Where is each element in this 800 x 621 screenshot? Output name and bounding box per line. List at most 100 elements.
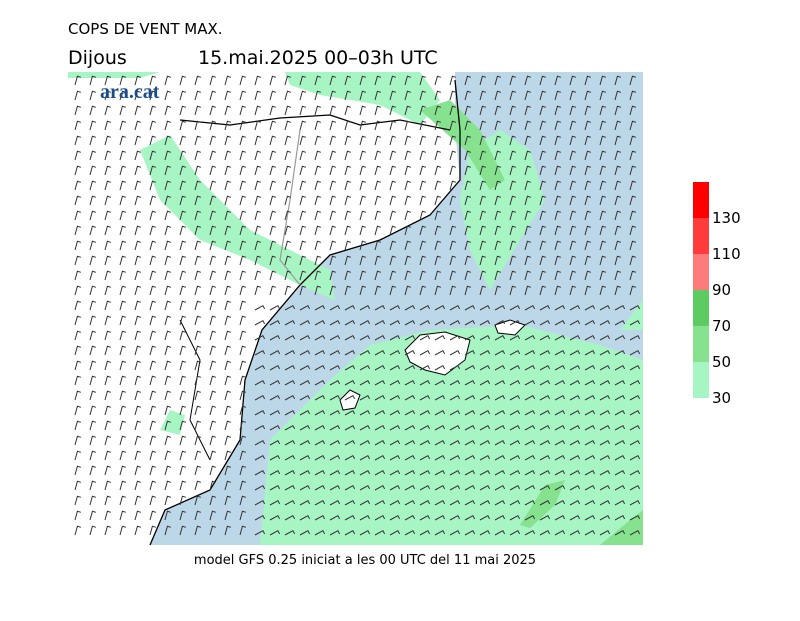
wind-barb: [254, 165, 262, 176]
wind-barb: [179, 120, 187, 131]
wind-barb: [494, 195, 502, 206]
wind-barb: [494, 105, 502, 116]
wind-barb: [254, 285, 262, 296]
wind-barb: [629, 285, 637, 296]
wind-barb: [269, 455, 281, 461]
wind-barb: [614, 470, 626, 476]
wind-barb: [179, 435, 187, 446]
wind-barb: [239, 450, 247, 461]
wind-barb: [209, 495, 217, 506]
wind-barb: [104, 525, 112, 536]
wind-barb: [389, 165, 397, 176]
wind-barb: [404, 365, 416, 371]
wind-barb: [524, 120, 532, 131]
wind-barb: [629, 105, 637, 116]
wind-barb: [479, 195, 487, 206]
wind-barb: [239, 465, 247, 476]
wind-barb: [224, 330, 232, 341]
wind-barb: [104, 135, 112, 146]
wind-barb: [629, 500, 641, 506]
wind-barb: [299, 320, 311, 326]
wind-barb: [74, 90, 82, 101]
wind-barb: [584, 135, 592, 146]
wind-barb: [329, 320, 341, 326]
wind-barb: [74, 405, 82, 416]
wind-barb: [599, 75, 607, 86]
wind-barb: [89, 510, 97, 521]
wind-barb: [524, 485, 536, 491]
wind-barb: [434, 105, 442, 116]
wind-barb: [404, 165, 412, 176]
wind-barb: [284, 90, 292, 101]
wind-barb: [329, 425, 341, 431]
wind-barb: [164, 315, 172, 326]
wind-barb: [419, 365, 431, 371]
wind-barb: [194, 135, 202, 146]
wind-barb: [224, 435, 232, 446]
wind-barb: [254, 455, 266, 461]
wind-barb: [584, 455, 596, 461]
colorbar-label: 90: [712, 281, 731, 299]
wind-barb: [149, 480, 157, 491]
wind-barb: [434, 305, 446, 311]
wind-barb: [554, 350, 566, 356]
wind-barb: [584, 240, 592, 251]
wind-barb: [89, 105, 97, 116]
wind-barb: [194, 525, 202, 536]
wind-barb: [359, 365, 371, 371]
wind-barb: [554, 120, 562, 131]
wind-barb: [464, 285, 472, 296]
wind-barb: [404, 500, 416, 506]
wind-barb: [509, 180, 517, 191]
wind-barb: [284, 485, 296, 491]
wind-barb: [524, 240, 532, 251]
wind-barb: [344, 485, 356, 491]
wind-barb: [239, 180, 247, 191]
wind-barb: [524, 395, 536, 401]
wind-barb: [254, 470, 266, 476]
wind-barb: [434, 180, 442, 191]
wind-barb: [614, 410, 626, 416]
wind-barb: [224, 285, 232, 296]
wind-barb: [629, 320, 641, 326]
wind-barb: [464, 105, 472, 116]
wind-barb: [134, 300, 142, 311]
wind-barb: [434, 210, 442, 221]
wind-barb: [194, 195, 202, 206]
wind-barb: [569, 470, 581, 476]
wind-barb: [329, 410, 341, 416]
wind-barb: [599, 305, 611, 311]
wind-barb: [359, 195, 367, 206]
wind-barb: [89, 450, 97, 461]
wind-barb: [314, 500, 326, 506]
wind-barb: [479, 240, 487, 251]
wind-barb: [224, 135, 232, 146]
wind-barb: [359, 75, 367, 86]
wind-barb: [329, 90, 337, 101]
wind-barb: [284, 120, 292, 131]
wind-barb: [599, 135, 607, 146]
wind-barb: [614, 270, 622, 281]
wind-barb: [614, 255, 622, 266]
wind-barb: [224, 270, 232, 281]
wind-barb: [329, 530, 341, 536]
wind-barb: [419, 180, 427, 191]
wind-barb: [299, 195, 307, 206]
wind-barb: [329, 285, 337, 296]
wind-barb: [389, 530, 401, 536]
wind-barb: [194, 360, 202, 371]
wind-barb: [74, 315, 82, 326]
colorbar-segment: [693, 290, 709, 326]
wind-barb: [629, 395, 641, 401]
wind-barb: [584, 320, 596, 326]
wind-barb: [359, 500, 371, 506]
wind-barb: [134, 390, 142, 401]
wind-barb: [464, 135, 472, 146]
wind-barb: [254, 75, 262, 86]
wind-barb: [239, 255, 247, 266]
wind-barb: [584, 395, 596, 401]
wind-barb: [374, 305, 386, 311]
wind-barb: [389, 470, 401, 476]
wind-barb: [344, 225, 352, 236]
wind-barb: [329, 365, 341, 371]
